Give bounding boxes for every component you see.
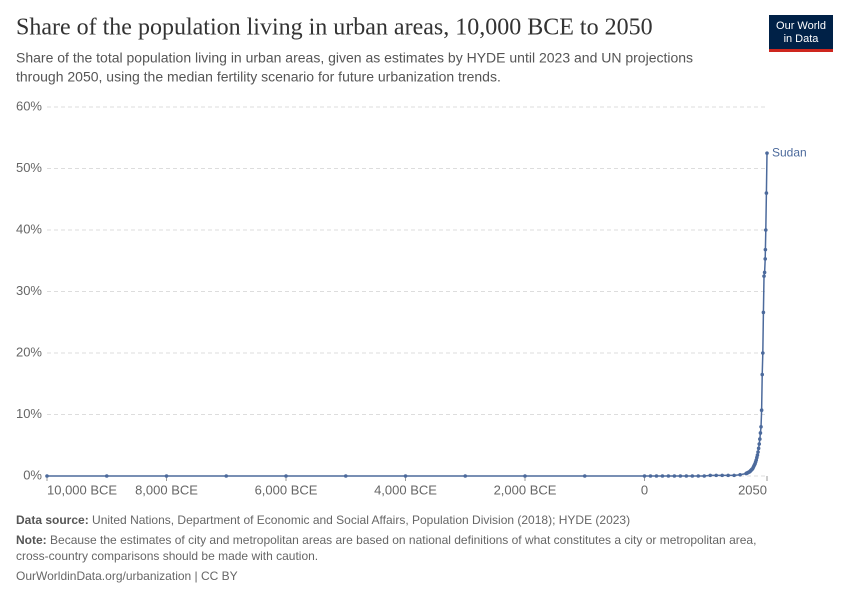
point — [761, 351, 765, 355]
point — [582, 474, 587, 478]
point — [284, 474, 288, 478]
point — [726, 473, 730, 478]
y-tick-label: 10% — [16, 406, 42, 421]
point — [45, 474, 49, 478]
point — [104, 474, 109, 478]
point — [762, 270, 767, 275]
x-tick-label: 4,000 BCE — [374, 482, 437, 497]
chart-title: Share of the population living in urban … — [16, 15, 653, 41]
y-tick-label: 20% — [16, 344, 42, 359]
point — [759, 408, 764, 412]
source: Data source: United Nations, Department … — [16, 513, 630, 527]
x-tick-label: 2050 — [738, 482, 767, 497]
point — [164, 474, 169, 478]
note-label: Note: — [16, 533, 47, 547]
source-text: United Nations, Department of Economic a… — [92, 513, 630, 527]
point — [761, 310, 766, 315]
point — [403, 474, 408, 478]
point — [648, 474, 653, 478]
point — [343, 474, 348, 478]
point — [696, 474, 701, 478]
x-tick-label: 10,000 BCE — [47, 482, 117, 497]
point — [660, 474, 665, 478]
point — [763, 247, 768, 252]
point — [755, 453, 760, 457]
point — [654, 474, 659, 478]
footer[interactable]: OurWorldinData.org/urbanization | CC BY — [16, 569, 238, 583]
point — [757, 442, 762, 446]
x-tick-label: 8,000 BCE — [135, 482, 198, 497]
y-tick-label: 40% — [16, 221, 42, 236]
y-tick-label: 0% — [23, 467, 42, 482]
point — [756, 450, 760, 454]
point — [690, 474, 695, 478]
subtitle: Share of the total population living in … — [16, 50, 693, 66]
series-label: Sudan — [772, 145, 807, 159]
point — [763, 257, 768, 261]
point — [720, 473, 724, 478]
note-text: Because the estimates of city and metrop… — [50, 533, 756, 547]
logo-text: in Data — [784, 33, 820, 45]
point — [702, 474, 707, 478]
point — [738, 472, 742, 477]
note-text: cross-country comparisons should be made… — [16, 549, 318, 563]
point — [684, 474, 689, 478]
point — [760, 372, 765, 377]
x-tick-label: 2,000 BCE — [494, 482, 557, 497]
point — [765, 151, 769, 155]
point — [764, 191, 769, 195]
point — [708, 473, 713, 478]
source-label: Data source: — [16, 513, 89, 527]
point — [758, 431, 763, 435]
logo-bar — [769, 49, 833, 52]
y-tick-label: 60% — [16, 98, 42, 113]
line — [47, 153, 768, 477]
point — [714, 473, 719, 478]
point — [756, 446, 761, 451]
point — [762, 274, 766, 278]
point — [463, 474, 468, 478]
logo[interactable]: Our World in Data — [769, 15, 833, 52]
logo-box — [769, 15, 833, 51]
y-tick-label: 30% — [16, 283, 42, 298]
x-tick-label: 0 — [641, 482, 648, 497]
point — [758, 437, 762, 441]
point — [224, 474, 229, 478]
point — [523, 474, 527, 478]
point — [666, 474, 671, 478]
point — [732, 473, 736, 478]
point — [759, 425, 763, 429]
y-tick-label: 50% — [16, 160, 42, 175]
subtitle: through 2050, using the median fertility… — [16, 69, 501, 85]
note: Note: Because the estimates of city and … — [16, 533, 756, 547]
point — [764, 228, 768, 232]
point — [672, 474, 677, 478]
x-tick-label: 6,000 BCE — [255, 482, 318, 497]
point — [678, 474, 683, 478]
point — [642, 474, 647, 478]
logo-text: Our World — [776, 20, 826, 32]
